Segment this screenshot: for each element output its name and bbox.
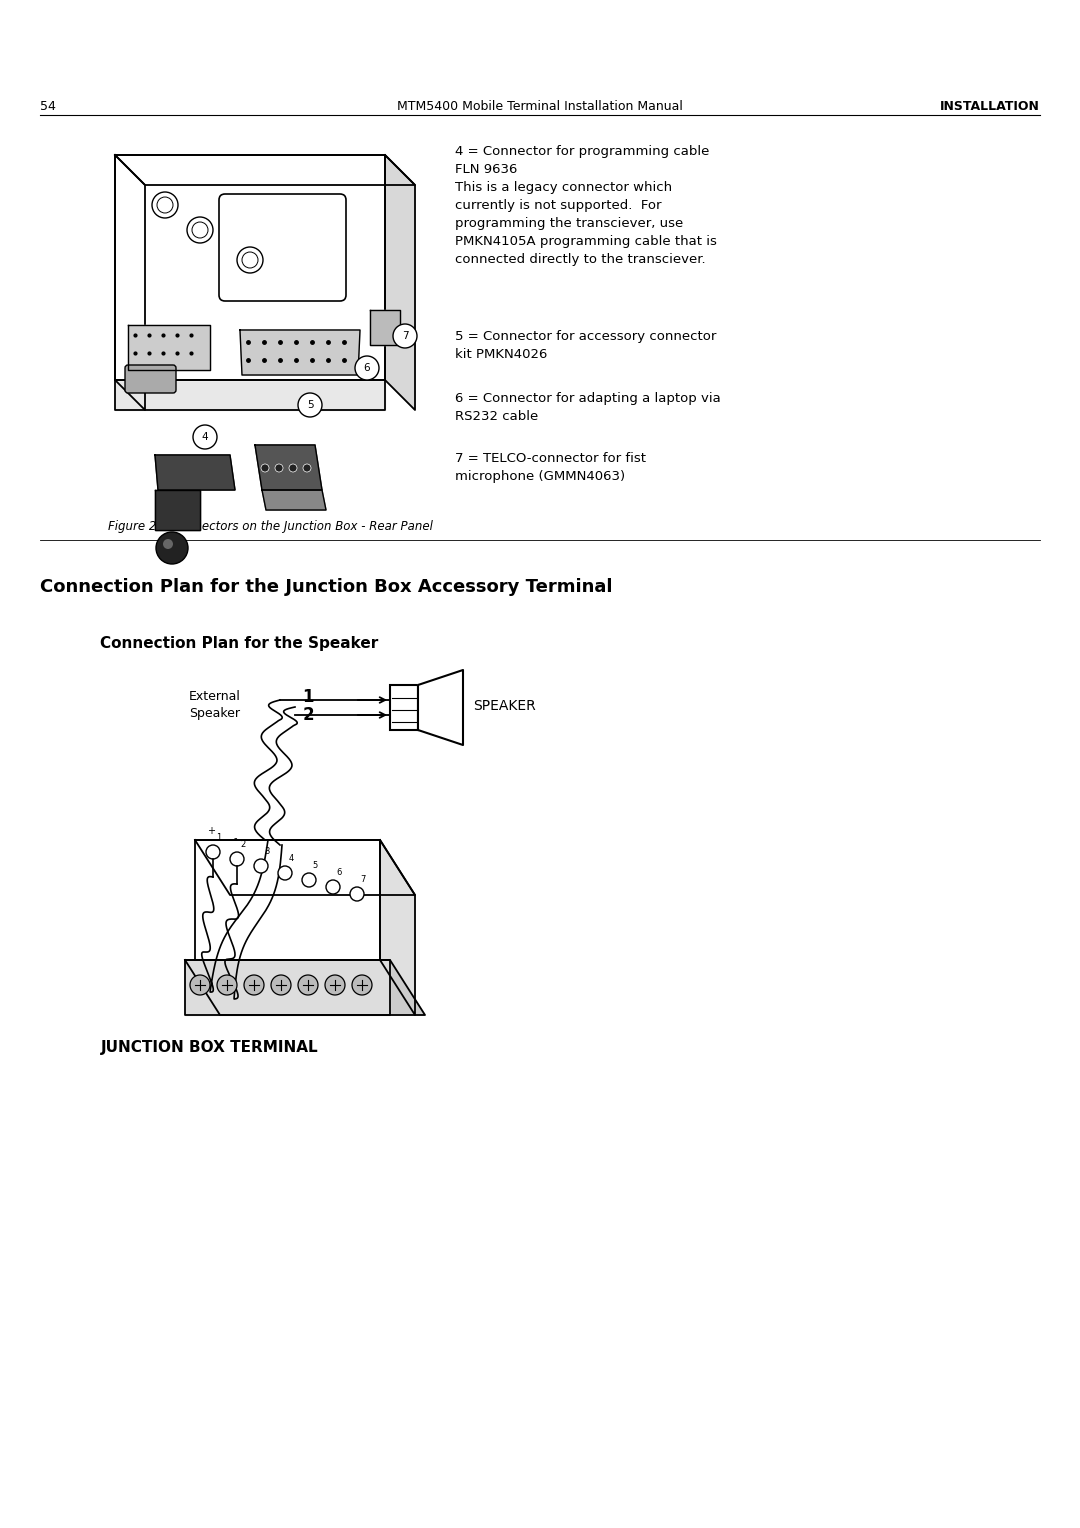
Text: This is a legacy connector which: This is a legacy connector which <box>455 180 672 194</box>
Circle shape <box>152 193 178 219</box>
Circle shape <box>278 866 292 880</box>
Text: 2: 2 <box>302 706 314 724</box>
Text: RS232 cable: RS232 cable <box>455 410 538 423</box>
Text: 7: 7 <box>402 332 408 341</box>
Polygon shape <box>129 325 210 370</box>
Circle shape <box>298 975 318 995</box>
Circle shape <box>302 872 316 886</box>
Text: Figure 24  Connectors on the Junction Box - Rear Panel: Figure 24 Connectors on the Junction Box… <box>108 520 432 533</box>
Polygon shape <box>185 960 390 1015</box>
Text: MTM5400 Mobile Terminal Installation Manual: MTM5400 Mobile Terminal Installation Man… <box>397 99 683 113</box>
Polygon shape <box>195 840 380 960</box>
Circle shape <box>275 465 283 472</box>
Text: kit PMKN4026: kit PMKN4026 <box>455 348 548 361</box>
Text: 1: 1 <box>302 688 314 706</box>
Text: 54: 54 <box>40 99 56 113</box>
Polygon shape <box>384 154 415 410</box>
Circle shape <box>244 975 264 995</box>
Polygon shape <box>418 669 463 746</box>
Text: Connection Plan for the Speaker: Connection Plan for the Speaker <box>100 636 378 651</box>
Bar <box>390 685 418 730</box>
Circle shape <box>303 465 311 472</box>
Polygon shape <box>114 154 384 380</box>
Text: 4: 4 <box>202 432 208 442</box>
Circle shape <box>261 465 269 472</box>
Text: SPEAKER: SPEAKER <box>473 698 536 714</box>
Polygon shape <box>114 154 145 410</box>
Text: 5: 5 <box>312 860 318 869</box>
Text: INSTALLATION: INSTALLATION <box>940 99 1040 113</box>
Circle shape <box>230 853 244 866</box>
Text: PMKN4105A programming cable that is: PMKN4105A programming cable that is <box>455 235 717 248</box>
Circle shape <box>350 886 364 902</box>
Text: 6: 6 <box>336 868 341 877</box>
Circle shape <box>190 975 210 995</box>
Circle shape <box>193 425 217 449</box>
Circle shape <box>393 324 417 348</box>
Polygon shape <box>185 960 426 1015</box>
Text: 5 = Connector for accessory connector: 5 = Connector for accessory connector <box>455 330 716 342</box>
Circle shape <box>326 880 340 894</box>
Text: External
Speaker: External Speaker <box>189 691 241 720</box>
Text: 6: 6 <box>364 364 370 373</box>
Text: microphone (GMMN4063): microphone (GMMN4063) <box>455 471 625 483</box>
Circle shape <box>298 393 322 417</box>
Text: -: - <box>233 833 237 843</box>
Circle shape <box>206 845 220 859</box>
Polygon shape <box>156 490 200 530</box>
Polygon shape <box>156 455 235 490</box>
Text: 6 = Connector for adapting a laptop via: 6 = Connector for adapting a laptop via <box>455 393 720 405</box>
Text: 3: 3 <box>265 847 270 856</box>
Circle shape <box>352 975 372 995</box>
Text: 1: 1 <box>216 833 221 842</box>
Circle shape <box>325 975 345 995</box>
Text: 7: 7 <box>361 876 366 885</box>
Text: connected directly to the transciever.: connected directly to the transciever. <box>455 254 705 266</box>
Polygon shape <box>380 840 415 1015</box>
Polygon shape <box>195 840 415 895</box>
Circle shape <box>355 356 379 380</box>
Text: 2: 2 <box>241 840 245 850</box>
Polygon shape <box>255 445 322 490</box>
Text: Connection Plan for the Junction Box Accessory Terminal: Connection Plan for the Junction Box Acc… <box>40 578 612 596</box>
Circle shape <box>289 465 297 472</box>
Text: 5: 5 <box>307 400 313 410</box>
Text: currently is not supported.  For: currently is not supported. For <box>455 199 661 212</box>
Circle shape <box>271 975 291 995</box>
Polygon shape <box>240 330 360 374</box>
Circle shape <box>156 532 188 564</box>
Text: 4: 4 <box>288 854 294 863</box>
Circle shape <box>237 248 264 274</box>
Text: FLN 9636: FLN 9636 <box>455 163 517 176</box>
Circle shape <box>217 975 237 995</box>
Polygon shape <box>370 310 400 345</box>
Text: programming the transciever, use: programming the transciever, use <box>455 217 684 231</box>
Polygon shape <box>114 154 415 185</box>
FancyBboxPatch shape <box>125 365 176 393</box>
Text: +: + <box>207 827 215 836</box>
Circle shape <box>187 217 213 243</box>
Text: JUNCTION BOX TERMINAL: JUNCTION BOX TERMINAL <box>102 1041 319 1054</box>
Circle shape <box>163 539 173 549</box>
Polygon shape <box>114 380 384 410</box>
Text: 7 = TELCO-connector for fist: 7 = TELCO-connector for fist <box>455 452 646 465</box>
Polygon shape <box>262 490 326 510</box>
Text: 4 = Connector for programming cable: 4 = Connector for programming cable <box>455 145 710 157</box>
FancyBboxPatch shape <box>219 194 346 301</box>
Circle shape <box>254 859 268 872</box>
